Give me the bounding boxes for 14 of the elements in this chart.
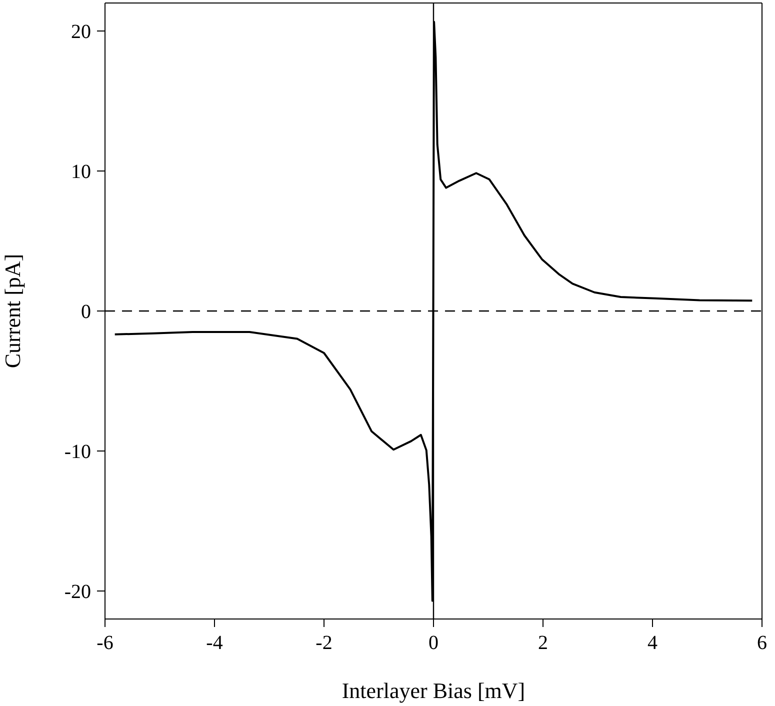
y-tick-label: -10 <box>64 441 91 464</box>
y-tick-label: 20 <box>71 21 91 44</box>
x-axis-title: Interlayer Bias [mV] <box>342 678 526 703</box>
y-tick-label: -20 <box>64 581 91 604</box>
y-axis-title: Current [pA] <box>0 254 25 368</box>
x-tick-label: -4 <box>206 632 223 654</box>
x-tick-label: -2 <box>316 632 332 654</box>
x-tick-label: 2 <box>538 632 548 654</box>
y-tick-label: 0 <box>81 301 91 324</box>
x-tick-label: -6 <box>96 632 114 654</box>
x-tick-label: 0 <box>428 632 438 654</box>
y-tick-label: 10 <box>71 161 91 184</box>
x-tick-label: 4 <box>648 632 658 654</box>
x-tick-label: 6 <box>757 632 767 654</box>
